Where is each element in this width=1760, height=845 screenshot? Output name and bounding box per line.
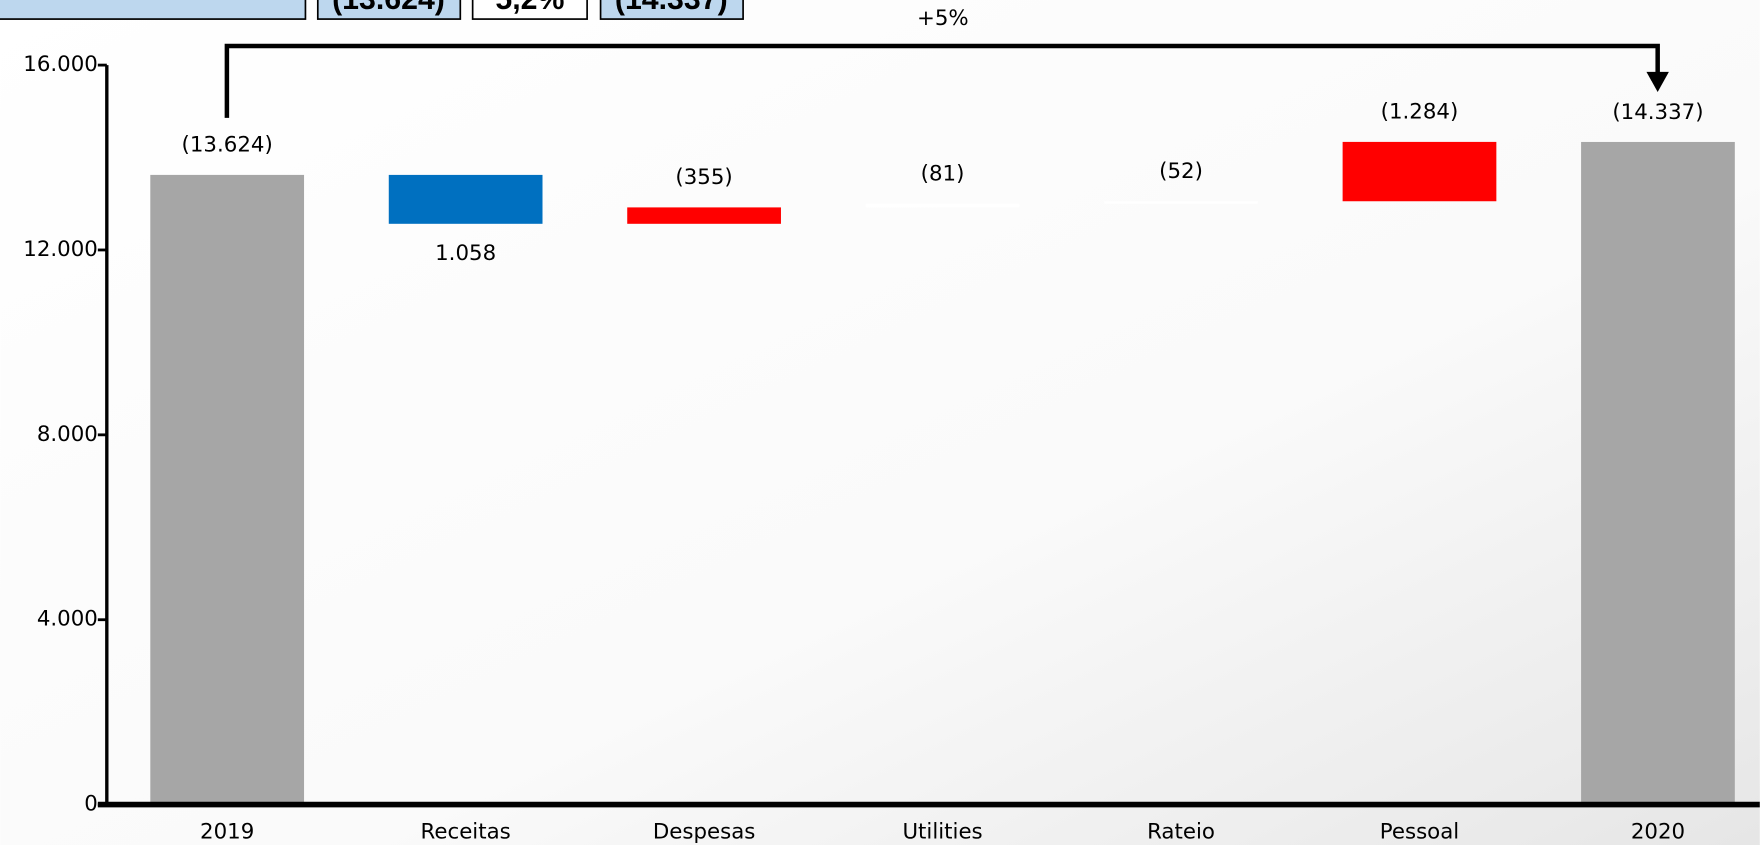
y-tick-label: 12.000 <box>23 237 98 262</box>
value-label: (81) <box>921 161 965 186</box>
x-tick-label: Rateio <box>1147 820 1215 845</box>
value-label: 1.058 <box>435 241 496 266</box>
header-text: 5,2% <box>495 0 564 16</box>
value-label: (1.284) <box>1381 100 1459 125</box>
header-text: (13.624) <box>332 0 445 16</box>
header-box <box>0 0 307 20</box>
x-tick-label: Despesas <box>653 820 756 845</box>
x-tick-label: Pessoal <box>1380 820 1459 845</box>
header-box <box>471 0 588 20</box>
x-tick-label: Utilities <box>902 820 982 845</box>
header-text: (14.337) <box>615 0 728 16</box>
value-label: (355) <box>675 165 732 190</box>
bar <box>150 174 305 805</box>
x-tick-label: Receitas <box>421 820 511 845</box>
bracket <box>224 43 1660 118</box>
bar <box>865 203 1020 208</box>
bar <box>1342 141 1497 202</box>
header-box <box>599 0 744 20</box>
value-label: (52) <box>1159 159 1203 184</box>
value-label: (13.624) <box>182 133 273 158</box>
y-tick-label: 4.000 <box>37 607 98 632</box>
y-tick-label: 16.000 <box>23 52 98 77</box>
y-tick-label: 8.000 <box>37 422 98 447</box>
value-label: (14.337) <box>1612 100 1703 125</box>
bar <box>1104 201 1258 204</box>
bar <box>1581 141 1735 805</box>
bar <box>388 174 543 224</box>
y-tick-label: 0 <box>84 792 98 817</box>
bar <box>627 207 781 224</box>
header-box <box>316 0 462 20</box>
x-tick-label: 2019 <box>200 820 254 845</box>
x-tick-label: 2020 <box>1631 820 1685 845</box>
annotation: +5% <box>917 6 969 31</box>
arrow-head <box>1646 71 1669 93</box>
